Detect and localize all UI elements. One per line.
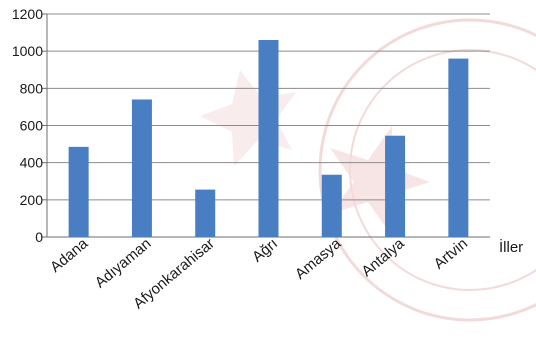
x-tick-label: Adıyaman — [92, 235, 155, 291]
x-axis-title: İller — [499, 238, 523, 256]
x-tick-label: Antalya — [358, 235, 408, 281]
x-tick-label: Amasya — [292, 235, 345, 283]
watermark-star-icon — [200, 70, 296, 166]
bar-3 — [258, 40, 279, 238]
x-tick-label: Artvin — [431, 235, 471, 273]
bar-0 — [68, 146, 89, 237]
x-tick-label: Adana — [47, 235, 92, 276]
watermark-star-icon — [330, 126, 430, 236]
y-tick-label: 1000 — [12, 43, 43, 59]
y-tick-label: 1200 — [12, 6, 43, 22]
y-tick-label: 200 — [20, 192, 44, 208]
y-tick-label: 800 — [20, 80, 44, 96]
y-tick-label: 600 — [20, 118, 44, 134]
bar-2 — [195, 189, 216, 237]
bar-5 — [385, 135, 406, 237]
y-tick-label: 0 — [35, 229, 43, 245]
bars — [68, 40, 469, 238]
watermark-outer-ring — [318, 18, 536, 322]
bar-6 — [448, 58, 469, 237]
bar-1 — [131, 99, 152, 237]
y-tick-labels: 0 200 400 600 800 1000 1200 — [12, 6, 43, 245]
x-tick-label: Ağrı — [249, 235, 281, 266]
y-tick-label: 400 — [20, 155, 44, 171]
bar-4 — [321, 174, 342, 237]
